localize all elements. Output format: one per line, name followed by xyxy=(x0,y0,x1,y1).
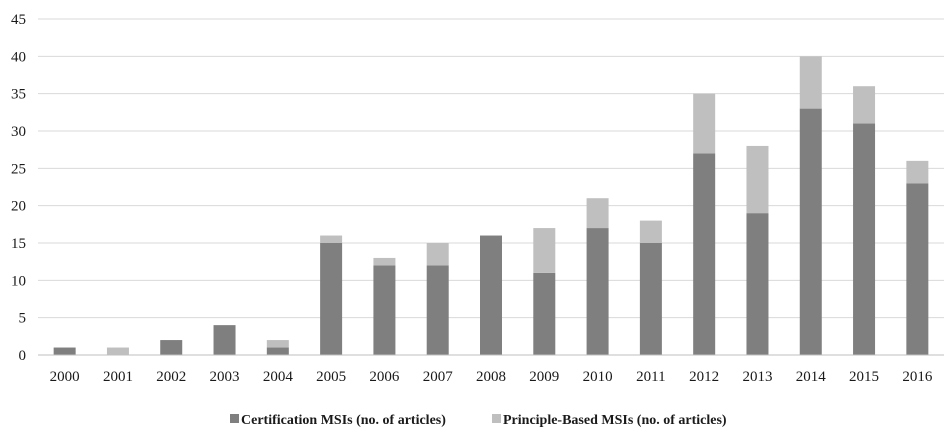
x-tick-label-2011: 2011 xyxy=(636,369,665,385)
x-tick-label-2012: 2012 xyxy=(689,369,719,385)
bar-2007-principle-based xyxy=(426,243,449,266)
bar-2008-certification xyxy=(480,235,502,355)
bar-2015-certification xyxy=(853,123,876,356)
x-tick-label-2007: 2007 xyxy=(423,369,454,385)
x-tick-label-2006: 2006 xyxy=(369,369,400,385)
y-tick-label-15: 15 xyxy=(11,236,26,252)
x-tick-label-2000: 2000 xyxy=(50,369,80,385)
bar-2012-certification xyxy=(693,153,716,355)
bar-2011-certification xyxy=(639,243,662,355)
legend-swatch-certification xyxy=(230,414,239,423)
x-tick-label-2009: 2009 xyxy=(529,369,559,385)
bar-2015-principle-based xyxy=(853,86,876,124)
x-tick-label-2010: 2010 xyxy=(583,369,613,385)
bar-2007-certification xyxy=(426,265,449,355)
x-tick-label-2003: 2003 xyxy=(210,369,240,385)
x-tick-label-2016: 2016 xyxy=(902,369,933,385)
bar-2003-certification xyxy=(213,325,236,355)
x-tick-label-2001: 2001 xyxy=(103,369,133,385)
bar-2006-certification xyxy=(373,265,396,355)
x-tick-label-2005: 2005 xyxy=(316,369,346,385)
y-tick-label-20: 20 xyxy=(11,199,26,215)
bar-2009-certification xyxy=(533,272,556,355)
y-tick-label-40: 40 xyxy=(11,49,26,65)
bar-2013-principle-based xyxy=(746,145,769,214)
y-tick-label-35: 35 xyxy=(11,87,26,103)
bar-2005-certification xyxy=(320,243,343,355)
bar-2004-certification xyxy=(266,347,289,355)
bar-2004-principle-based xyxy=(266,340,289,348)
bar-2002-certification xyxy=(160,340,183,355)
bar-2016-certification xyxy=(906,183,929,355)
x-tick-label-2004: 2004 xyxy=(263,369,294,385)
x-tick-label-2002: 2002 xyxy=(156,369,186,385)
y-tick-label-45: 45 xyxy=(11,12,26,28)
legend-label-certification: Certification MSIs (no. of articles) xyxy=(241,413,446,428)
y-tick-label-30: 30 xyxy=(11,124,26,140)
bar-2013-certification xyxy=(746,213,769,355)
bar-2016-principle-based xyxy=(906,160,929,184)
legend: Certification MSIs (no. of articles) Pri… xyxy=(230,413,727,428)
bar-2010-principle-based xyxy=(586,198,609,229)
bar-2006-principle-based xyxy=(373,257,396,266)
bar-2010-certification xyxy=(586,228,609,355)
legend-swatch-principle-based xyxy=(492,414,501,423)
x-tick-label-2015: 2015 xyxy=(849,369,879,385)
bar-2009-principle-based xyxy=(533,228,556,273)
legend-label-principle-based: Principle-Based MSIs (no. of articles) xyxy=(503,413,727,428)
y-tick-label-5: 5 xyxy=(19,311,27,327)
x-tick-label-2013: 2013 xyxy=(742,369,772,385)
bar-2005-principle-based xyxy=(320,235,343,243)
bar-2014-certification xyxy=(799,108,822,355)
bar-2011-principle-based xyxy=(639,220,662,243)
x-tick-label-2008: 2008 xyxy=(476,369,506,385)
y-tick-label-0: 0 xyxy=(19,348,27,364)
gridlines xyxy=(38,18,944,319)
bars xyxy=(53,56,929,356)
bar-2012-principle-based xyxy=(693,93,716,154)
x-tick-labels: 2000 2001 2002 2003 2004 2005 2006 2007 2008 2009… xyxy=(50,369,933,385)
bar-2014-principle-based xyxy=(799,56,822,109)
bar-2001-principle-based xyxy=(106,347,129,355)
bar-2000-certification xyxy=(53,347,76,355)
x-tick-label-2014: 2014 xyxy=(796,369,827,385)
y-tick-labels: 0 5 10 15 20 25 30 35 40 45 xyxy=(11,12,26,364)
y-tick-label-25: 25 xyxy=(11,161,26,177)
y-tick-label-10: 10 xyxy=(11,273,26,289)
